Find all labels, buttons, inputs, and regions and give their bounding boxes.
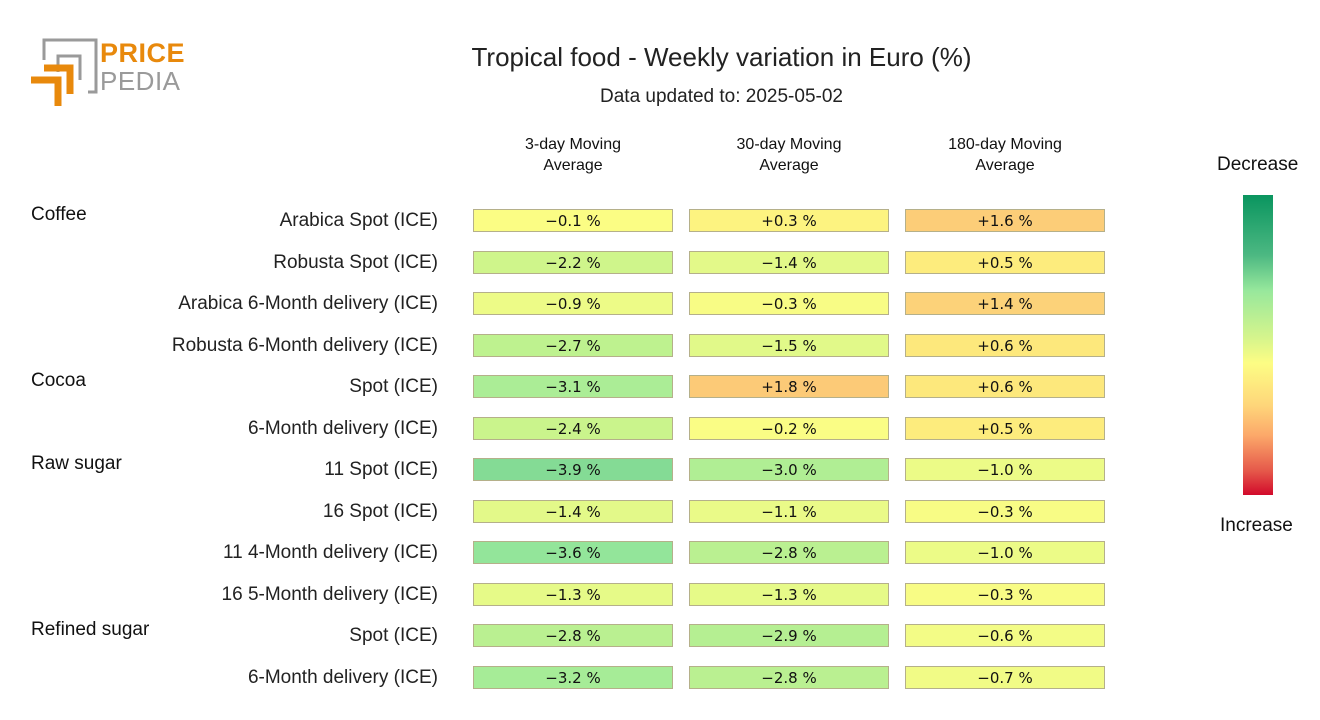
heatmap-cell: −0.7 % [905, 665, 1105, 689]
heatmap-cell: −1.0 % [905, 458, 1105, 481]
heatmap-cell: −2.8 % [689, 665, 889, 689]
column-header-line: 180-day Moving [948, 136, 1062, 153]
group-label: Refined sugar [31, 619, 150, 640]
group-label: Cocoa [31, 370, 86, 391]
heatmap-cell: +0.5 % [905, 250, 1105, 274]
heatmap-cell: −2.9 % [689, 624, 889, 647]
pricepedia-logo: PRICE PEDIA [28, 36, 188, 112]
logo-word-price: PRICE [100, 38, 186, 68]
row-label: Arabica Spot (ICE) [279, 210, 438, 231]
heatmap-cell: −3.2 % [473, 665, 673, 689]
logo-word-pedia: PEDIA [100, 66, 181, 96]
heatmap-cell: −2.8 % [473, 624, 673, 647]
heatmap-cell: +1.6 % [905, 209, 1105, 232]
chart-subtitle: Data updated to: 2025-05-02 [600, 86, 843, 107]
row-label: 16 5-Month delivery (ICE) [221, 583, 438, 605]
heatmap-cell: −3.0 % [689, 458, 889, 481]
row-label: 6-Month delivery (ICE) [247, 666, 438, 688]
group-label: Coffee [31, 204, 87, 225]
chart-title: Tropical food - Weekly variation in Euro… [471, 42, 972, 72]
heatmap-cell: −3.6 % [473, 541, 673, 564]
row-label: Robusta Spot (ICE) [273, 251, 438, 273]
column-header-line: Average [759, 157, 819, 174]
row-label: 11 Spot (ICE) [324, 459, 438, 480]
row-label: Robusta 6-Month delivery (ICE) [171, 334, 438, 356]
column-header-line: 30-day Moving [736, 136, 842, 153]
column-header-0: 3-day Moving Average [472, 134, 674, 176]
heatmap-cell: +0.6 % [905, 375, 1105, 398]
heatmap-cell: −0.3 % [905, 499, 1105, 523]
row-label: Spot (ICE) [349, 376, 438, 397]
heatmap-cell: −2.8 % [689, 541, 889, 564]
row-label: 16 Spot (ICE) [322, 500, 438, 522]
heatmap-cell: −3.1 % [473, 375, 673, 398]
heatmap-cell: −0.2 % [689, 416, 889, 440]
heatmap-cell: −1.4 % [689, 250, 889, 274]
heatmap-cell: −1.5 % [689, 333, 889, 357]
legend-decrease-label: Decrease [1217, 154, 1299, 175]
row-label: Arabica 6-Month delivery (ICE) [178, 293, 438, 314]
heatmap-cell: −3.9 % [473, 458, 673, 481]
heatmap-cell: +1.8 % [689, 375, 889, 398]
heatmap-cell: +0.5 % [905, 416, 1105, 440]
column-header-2: 180-day Moving Average [904, 134, 1106, 176]
heatmap-cell: −2.4 % [473, 416, 673, 440]
legend-color-scale [1243, 195, 1273, 495]
heatmap-cell: −0.3 % [689, 292, 889, 315]
row-label: 11 4-Month delivery (ICE) [222, 542, 438, 563]
heatmap-cell: +1.4 % [905, 292, 1105, 315]
heatmap-cell: −0.1 % [473, 209, 673, 232]
column-header-line: Average [543, 157, 603, 174]
heatmap-cell: −1.1 % [689, 499, 889, 523]
heatmap-cell: −1.3 % [689, 582, 889, 606]
heatmap-cell: −1.3 % [473, 582, 673, 606]
heatmap-cell: +0.3 % [689, 209, 889, 232]
row-label: 6-Month delivery (ICE) [247, 417, 438, 439]
legend-increase-label: Increase [1220, 515, 1293, 536]
column-header-1: 30-day Moving Average [688, 134, 890, 176]
heatmap-cell: −0.3 % [905, 582, 1105, 606]
heatmap-cell: −0.6 % [905, 624, 1105, 647]
heatmap-cell: −1.0 % [905, 541, 1105, 564]
logo-mark-icon [31, 38, 98, 106]
heatmap-cell: −2.7 % [473, 333, 673, 357]
column-header-line: 3-day Moving [524, 136, 622, 153]
heatmap-cell: −0.9 % [473, 292, 673, 315]
heatmap-cell: +0.6 % [905, 333, 1105, 357]
group-label: Raw sugar [31, 453, 122, 474]
column-header-line: Average [975, 157, 1035, 174]
heatmap-cell: −1.4 % [473, 499, 673, 523]
heatmap-cell: −2.2 % [473, 250, 673, 274]
row-label: Spot (ICE) [349, 625, 438, 646]
